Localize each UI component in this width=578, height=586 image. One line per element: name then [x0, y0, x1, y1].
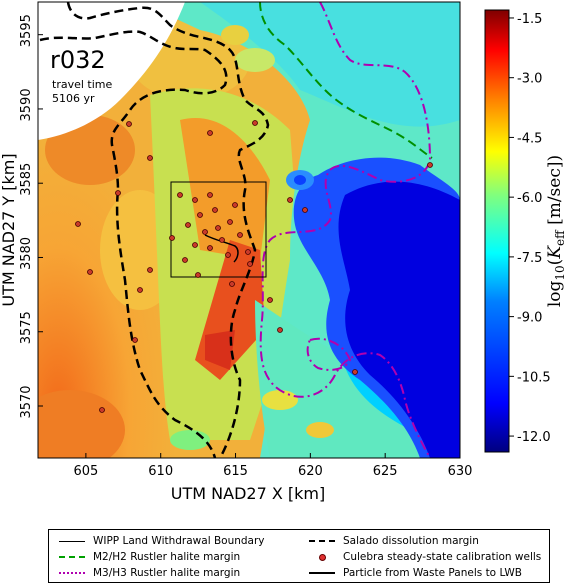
legend-item-particle-track: Particle from Waste Panels to LWB — [309, 567, 522, 579]
y-tick-label: 3595 — [19, 14, 34, 47]
dash-dot-line-icon — [59, 568, 85, 578]
x-axis-ticks: 605 610 615 620 625 630 — [73, 453, 472, 479]
colorbar-tick-label: -9.0 — [517, 311, 542, 326]
x-tick-label: 615 — [223, 464, 248, 479]
y-tick-label: 3570 — [19, 385, 34, 418]
legend-item-calibration-wells: Culebra steady-state calibration wells — [309, 551, 541, 563]
x-tick-label: 610 — [148, 464, 173, 479]
colorbar-ticks: -1.5 -3.0 -4.5 -6.0 -7.5 -9.0 -10.5 -12.0 — [509, 12, 551, 445]
wipp-land-withdrawal-boundary — [170, 181, 267, 278]
y-tick-label: 3575 — [19, 311, 34, 344]
solid-line-icon — [309, 568, 335, 578]
green-dashed-line-icon — [59, 552, 85, 562]
legend-item-salado-margin: Salado dissolution margin — [309, 535, 479, 547]
x-tick-label: 630 — [448, 464, 473, 479]
m3-h3-halite-margin — [259, 2, 432, 458]
colorbar-tick-label: -10.5 — [517, 370, 551, 385]
particle-track — [204, 234, 239, 263]
x-tick-label: 620 — [298, 464, 323, 479]
m2-h2-halite-margin — [259, 1, 433, 159]
legend-item-wipp-boundary: WIPP Land Withdrawal Boundary — [59, 535, 265, 547]
legend-item-m2h2-margin: M2/H2 Rustler halite margin — [59, 551, 240, 563]
calibration-wells — [75, 120, 433, 413]
y-tick-label: 3585 — [19, 163, 34, 196]
travel-time-value: 5106 yr — [52, 92, 95, 105]
x-axis-label: UTM NAD27 X [km] — [171, 484, 325, 503]
colorbar-tick-label: -3.0 — [517, 72, 542, 87]
x-tick-label: 625 — [373, 464, 398, 479]
colorbar-tick-label: -6.0 — [517, 191, 542, 206]
plot-frame — [37, 1, 461, 459]
permeability-field — [38, 2, 460, 458]
colorbar — [484, 9, 510, 453]
colorbar-tick-label: -1.5 — [517, 12, 542, 27]
colorbar-tick-label: -7.5 — [517, 251, 542, 266]
dashed-line-icon — [309, 536, 335, 546]
salado-dissolution-margin — [66, 2, 270, 458]
dot-icon — [309, 552, 335, 562]
colorbar-tick-label: -4.5 — [517, 131, 542, 146]
legend-item-m3h3-margin: M3/H3 Rustler halite margin — [59, 567, 240, 579]
run-label: r032 — [50, 46, 106, 74]
colorbar-label: log10(Keff [m/sec]) — [545, 155, 567, 307]
y-axis-label: UTM NAD27 Y [km] — [0, 153, 18, 306]
y-tick-label: 3580 — [19, 237, 34, 270]
legend: WIPP Land Withdrawal Boundary Salado dis… — [48, 529, 550, 583]
travel-time-label: travel time — [52, 78, 112, 91]
y-axis-ticks: 3570 3575 3580 3585 3590 3595 — [19, 14, 43, 419]
y-tick-label: 3590 — [19, 88, 34, 121]
colorbar-tick-label: -12.0 — [517, 430, 551, 445]
thin-line-icon — [59, 536, 85, 546]
x-tick-label: 605 — [73, 464, 98, 479]
